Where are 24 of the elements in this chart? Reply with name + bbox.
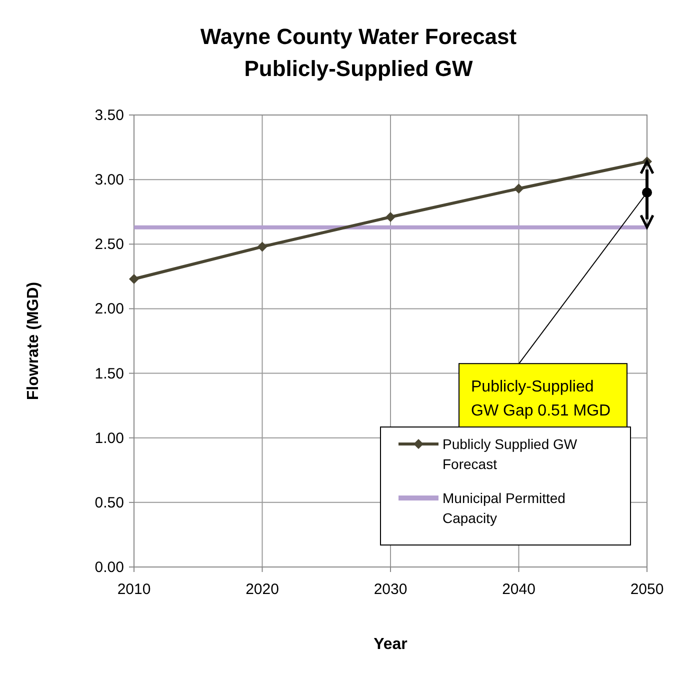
y-tick-label: 2.00 (94, 300, 124, 318)
x-axis-title: Year (374, 636, 408, 653)
y-axis-title: Flowrate (MGD) (25, 282, 42, 400)
point (129, 274, 139, 284)
chart-title: Wayne County Water Forecast (200, 24, 518, 49)
x-tick-label: 2030 (374, 581, 408, 598)
y-tick-label: 3.00 (94, 172, 124, 189)
point (257, 242, 268, 252)
chart-subtitle: Publicly-Supplied GW (244, 56, 474, 81)
y-tick-label: 0.50 (94, 494, 124, 512)
annotation: Publicly-Supplied GW Gap 0.51 MGD (471, 378, 611, 420)
x-tick-label: 2020 (246, 581, 279, 598)
legend-label: Publicly Supplied GW Forecast (442, 436, 578, 472)
point (514, 184, 524, 194)
y-tick-label: 0.00 (94, 559, 124, 576)
x-tick-label: 2010 (117, 581, 151, 598)
point (386, 212, 396, 222)
y-tick-label: 3.50 (94, 107, 124, 124)
x-tick-label: 2050 (630, 581, 664, 598)
y-tick-label: 1.50 (94, 365, 124, 382)
y-tick-label: 1.00 (94, 430, 124, 447)
legend-label: Municipal Permitted Capacity (442, 490, 566, 526)
x-tick-label: 2040 (502, 581, 536, 598)
y-tick-label: 2.50 (94, 236, 124, 254)
